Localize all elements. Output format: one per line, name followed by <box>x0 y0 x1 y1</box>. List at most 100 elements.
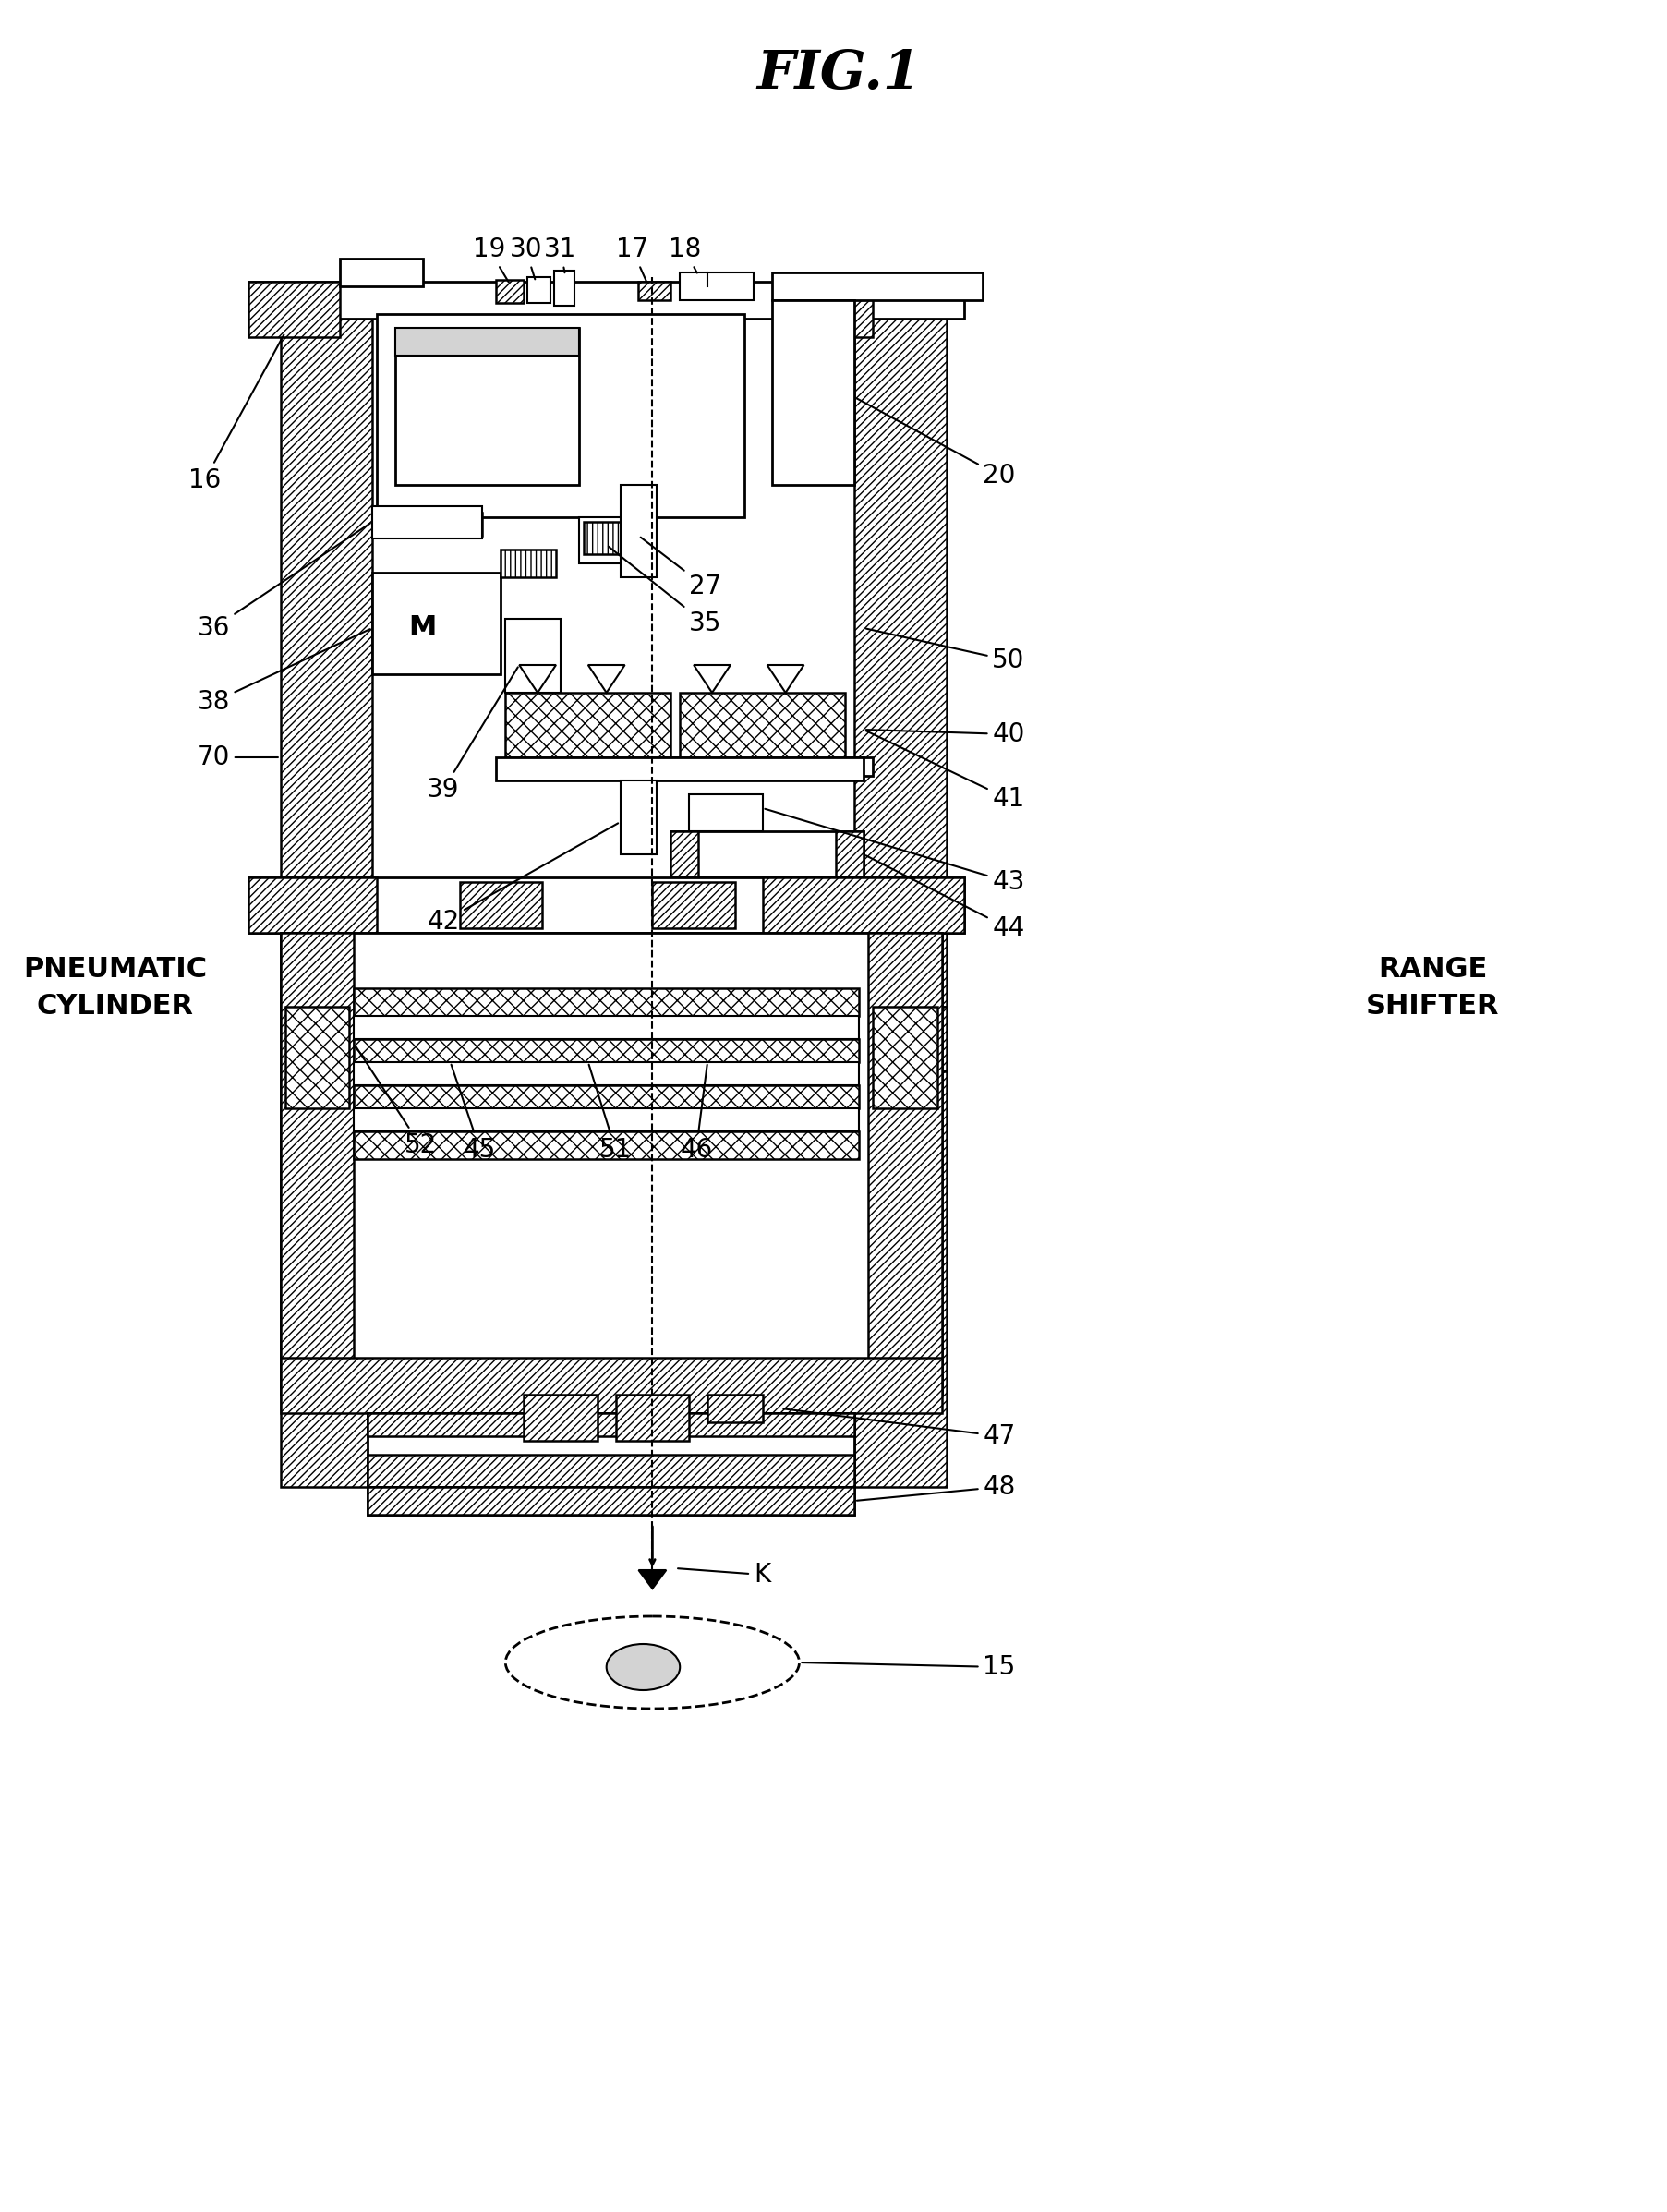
Bar <box>372 507 482 538</box>
Bar <box>280 1358 942 1413</box>
Text: 18: 18 <box>668 237 700 272</box>
Bar <box>367 1455 854 1486</box>
Text: 39: 39 <box>427 668 518 803</box>
Bar <box>523 1394 597 1440</box>
Bar <box>670 832 864 878</box>
Text: 30: 30 <box>508 237 542 279</box>
Bar <box>583 522 628 555</box>
Text: M: M <box>408 615 437 641</box>
Bar <box>615 1394 688 1440</box>
Bar <box>553 270 573 305</box>
Text: 19: 19 <box>472 237 508 283</box>
Text: 48: 48 <box>857 1473 1015 1500</box>
Bar <box>353 1086 859 1108</box>
Bar <box>248 281 964 319</box>
Bar <box>620 781 657 854</box>
Bar <box>670 832 698 878</box>
Bar <box>280 1071 372 1486</box>
Bar <box>497 281 523 303</box>
Bar <box>377 314 743 518</box>
Text: 51: 51 <box>588 1064 632 1164</box>
Bar <box>248 878 964 933</box>
Bar <box>707 1394 762 1422</box>
Bar <box>835 832 864 878</box>
Text: 41: 41 <box>865 730 1024 812</box>
Bar <box>353 1130 859 1159</box>
Bar <box>854 1071 945 1486</box>
Text: 38: 38 <box>197 628 370 714</box>
Bar <box>395 327 578 484</box>
Text: SHIFTER: SHIFTER <box>1365 993 1499 1020</box>
Text: PNEUMATIC: PNEUMATIC <box>23 956 207 982</box>
Text: RANGE: RANGE <box>1377 956 1487 982</box>
Polygon shape <box>588 666 625 692</box>
Bar <box>248 281 340 336</box>
Bar <box>367 1413 854 1486</box>
Bar <box>500 549 555 577</box>
Bar <box>772 272 982 301</box>
Text: 52: 52 <box>355 1046 437 1159</box>
Text: 44: 44 <box>865 856 1024 940</box>
Bar <box>367 1413 854 1436</box>
Ellipse shape <box>607 1644 680 1690</box>
Polygon shape <box>518 666 555 692</box>
Text: 47: 47 <box>783 1409 1015 1449</box>
Text: FIG.1: FIG.1 <box>757 49 920 100</box>
Text: 16: 16 <box>188 334 283 493</box>
Bar <box>367 1486 854 1515</box>
Text: 42: 42 <box>427 823 618 936</box>
Text: 15: 15 <box>802 1655 1015 1679</box>
Text: 27: 27 <box>640 538 720 599</box>
Bar <box>353 1015 859 1040</box>
Polygon shape <box>638 1571 665 1588</box>
Text: 45: 45 <box>452 1064 497 1164</box>
Ellipse shape <box>505 1617 798 1708</box>
Bar <box>367 1486 854 1515</box>
Bar <box>497 757 864 781</box>
Text: 43: 43 <box>765 810 1024 896</box>
Bar <box>854 1006 945 1071</box>
Bar <box>285 1006 348 1108</box>
Bar <box>395 327 578 356</box>
Bar <box>460 883 542 929</box>
Bar <box>280 933 942 1394</box>
Bar <box>372 513 482 535</box>
Bar <box>772 301 854 484</box>
Bar <box>353 1040 859 1062</box>
Text: CYLINDER: CYLINDER <box>37 993 193 1020</box>
Text: 20: 20 <box>857 398 1015 489</box>
Bar <box>505 619 560 692</box>
Polygon shape <box>693 666 730 692</box>
Bar <box>505 757 872 776</box>
Bar <box>680 692 845 757</box>
Text: 35: 35 <box>608 546 720 637</box>
Bar <box>578 518 633 564</box>
Bar <box>638 281 670 301</box>
Bar <box>869 933 942 1394</box>
Text: 70: 70 <box>197 745 278 770</box>
Bar <box>854 285 945 1006</box>
Bar <box>353 1108 859 1130</box>
Text: 31: 31 <box>543 237 577 272</box>
Bar <box>762 878 964 933</box>
Bar <box>620 484 657 577</box>
Text: 36: 36 <box>197 524 370 641</box>
Bar <box>680 272 753 301</box>
Bar <box>280 1006 372 1071</box>
Bar <box>353 989 859 1015</box>
Bar <box>652 883 735 929</box>
Bar <box>340 259 423 285</box>
Text: 50: 50 <box>865 628 1024 672</box>
Text: 40: 40 <box>865 721 1024 748</box>
Bar <box>372 573 500 675</box>
Bar <box>353 1062 859 1086</box>
Text: 17: 17 <box>615 237 648 283</box>
Bar <box>527 276 550 303</box>
Bar <box>280 933 353 1394</box>
Bar <box>280 285 372 1006</box>
Bar <box>248 878 377 933</box>
Bar <box>872 1006 937 1108</box>
Bar <box>688 794 762 832</box>
Polygon shape <box>767 666 803 692</box>
Text: 46: 46 <box>680 1064 712 1164</box>
